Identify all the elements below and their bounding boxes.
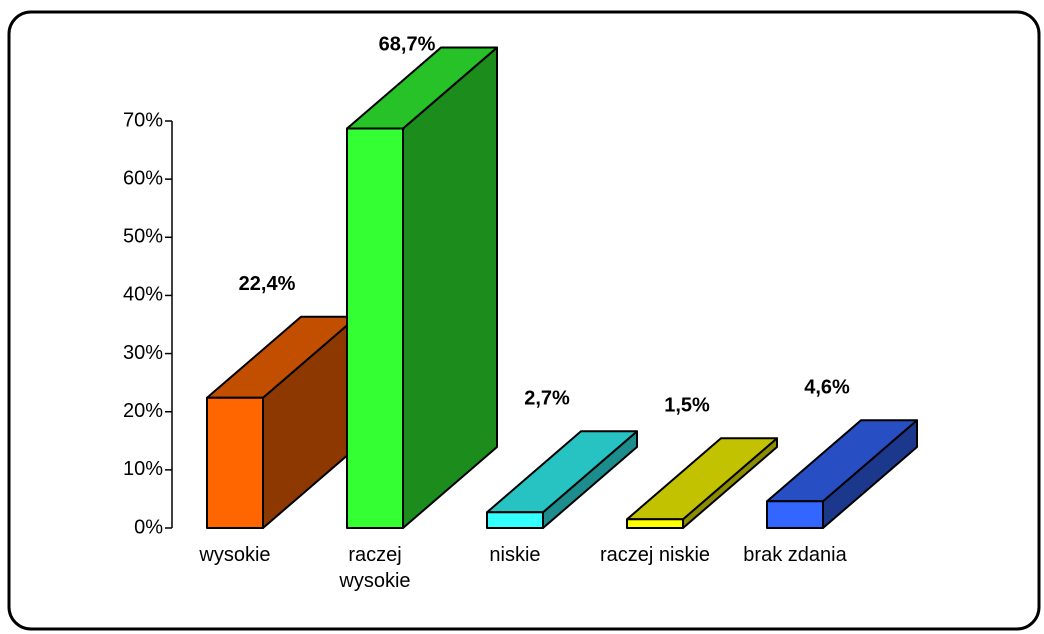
x-tick-label: raczej niskie bbox=[599, 544, 711, 566]
x-tick-label: brak zdania bbox=[743, 544, 847, 566]
data-label: 22,4% bbox=[239, 273, 296, 295]
bar bbox=[206, 396, 264, 530]
data-label: 1,5% bbox=[664, 395, 710, 417]
bar-side bbox=[402, 46, 498, 529]
y-tick-label: 20% bbox=[123, 400, 163, 422]
y-tick-label: 70% bbox=[123, 109, 163, 131]
y-tick-label: 60% bbox=[123, 167, 163, 189]
y-tick-label: 40% bbox=[123, 284, 163, 306]
bar bbox=[626, 518, 684, 529]
data-label: 68,7% bbox=[379, 33, 436, 55]
x-tick-label: raczej wysokie bbox=[339, 544, 411, 592]
y-tick-label: 50% bbox=[123, 226, 163, 248]
x-tick-label: wysokie bbox=[199, 544, 271, 566]
data-label: 2,7% bbox=[524, 388, 570, 410]
y-tick-label: 0% bbox=[134, 516, 163, 538]
y-tick-label: 30% bbox=[123, 342, 163, 364]
bar bbox=[486, 511, 544, 530]
bar bbox=[766, 500, 824, 529]
data-label: 4,6% bbox=[804, 377, 850, 399]
x-tick-label: niskie bbox=[489, 544, 541, 566]
y-tick-label: 10% bbox=[123, 458, 163, 480]
frame bbox=[7, 10, 1041, 631]
bar bbox=[346, 127, 404, 530]
